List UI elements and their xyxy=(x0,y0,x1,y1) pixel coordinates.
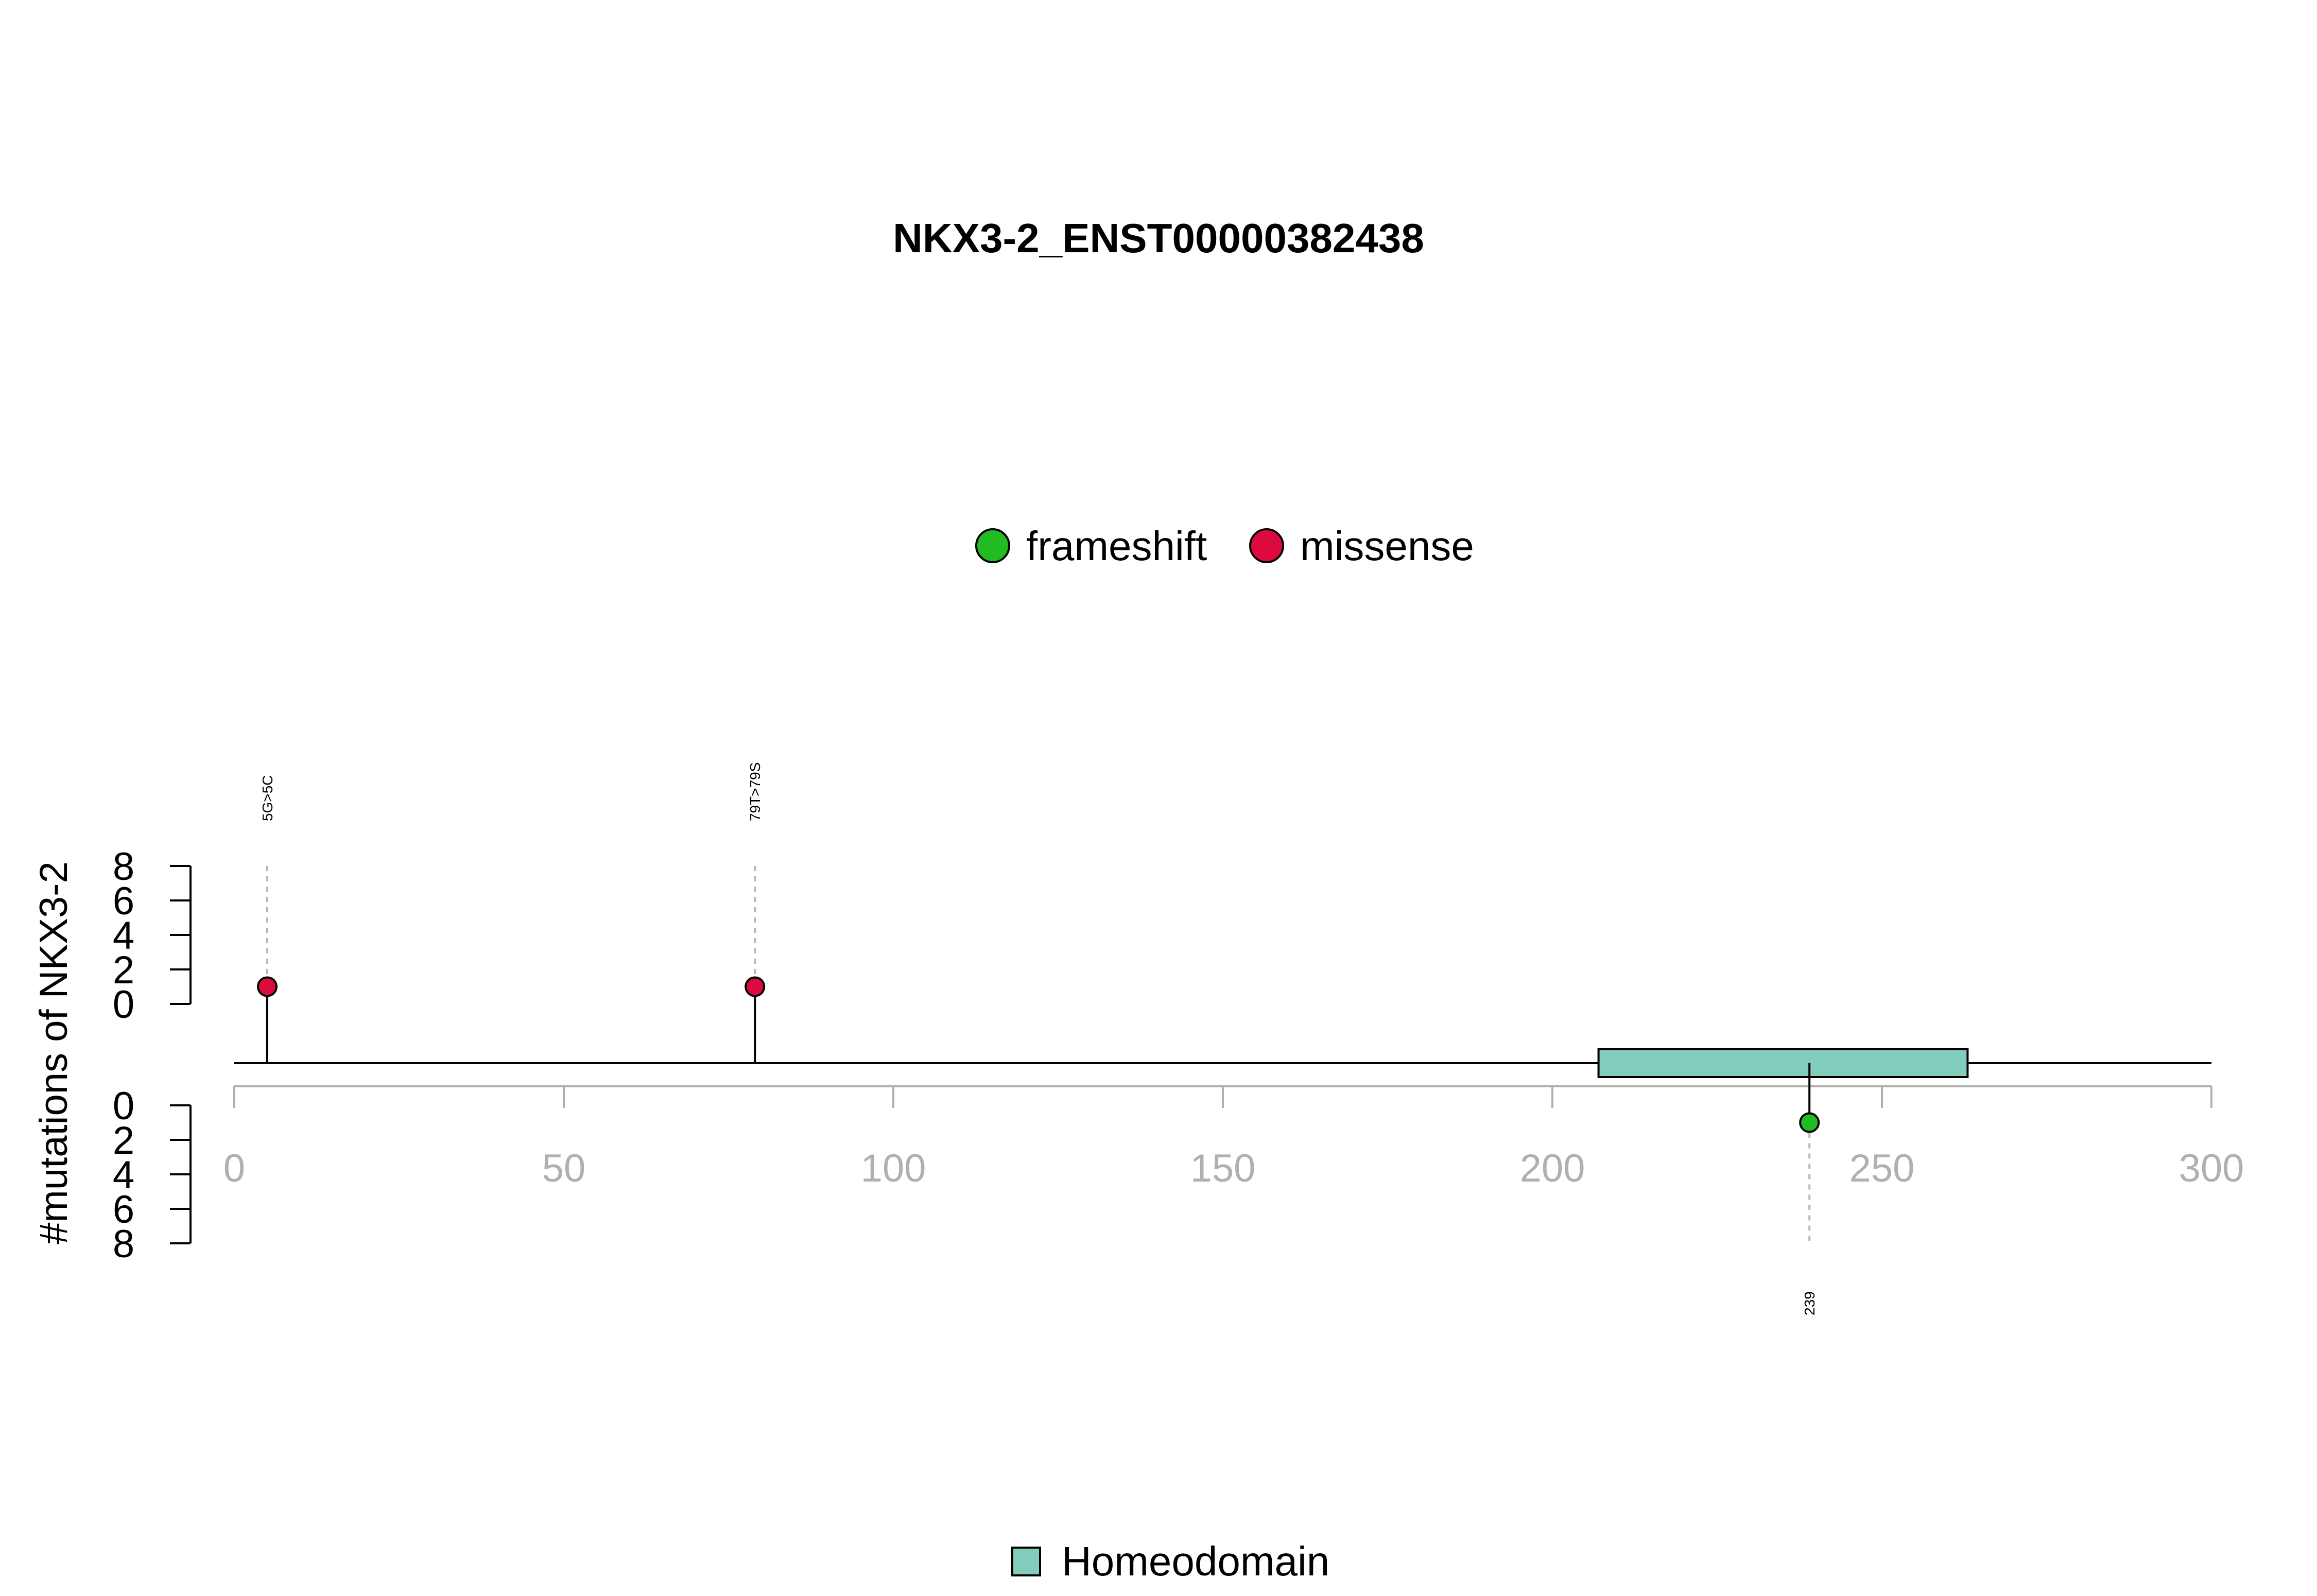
domain-layer xyxy=(234,1049,2211,1077)
legend-marker xyxy=(976,529,1009,562)
mutation-label: 79T>79S xyxy=(747,762,763,821)
legend-marker xyxy=(1250,529,1283,562)
domain-legend-label: Homeodomain xyxy=(1062,1538,1329,1584)
x-tick-label: 200 xyxy=(1520,1147,1585,1190)
legend-label: missense xyxy=(1300,523,1474,569)
mutation-label: 5G>5C xyxy=(260,775,275,822)
domain-legend-swatch xyxy=(1012,1548,1040,1575)
x-axis: 0 50 100 150 200 250 300 xyxy=(223,1086,2244,1190)
x-tick-label: 0 xyxy=(223,1147,245,1190)
x-tick-label: 150 xyxy=(1190,1147,1256,1190)
lower-y-tick-label: 8 xyxy=(113,1222,134,1266)
y-axis-label: #mutations of NKX3-2 xyxy=(32,861,76,1244)
mutation-point xyxy=(746,978,764,996)
mutation-point xyxy=(258,978,276,996)
x-tick-label: 250 xyxy=(1849,1147,1915,1190)
mutation-type-legend: frameshift missense xyxy=(976,523,1474,569)
x-tick-label: 50 xyxy=(542,1147,586,1190)
upper-y-tick-label: 8 xyxy=(113,845,134,889)
x-tick-label: 100 xyxy=(861,1147,926,1190)
x-tick-label: 300 xyxy=(2179,1147,2244,1190)
mutation-layer: 5G>5C 79T>79S 239 xyxy=(258,762,1819,1315)
domain-legend: Homeodomain xyxy=(1012,1538,1329,1584)
domain-box xyxy=(1599,1049,1968,1077)
mutation-point xyxy=(1800,1114,1819,1132)
legend-label: frameshift xyxy=(1026,523,1207,569)
mutation-label: 239 xyxy=(1802,1291,1818,1315)
chart-title: NKX3-2_ENST00000382438 xyxy=(893,215,1424,261)
